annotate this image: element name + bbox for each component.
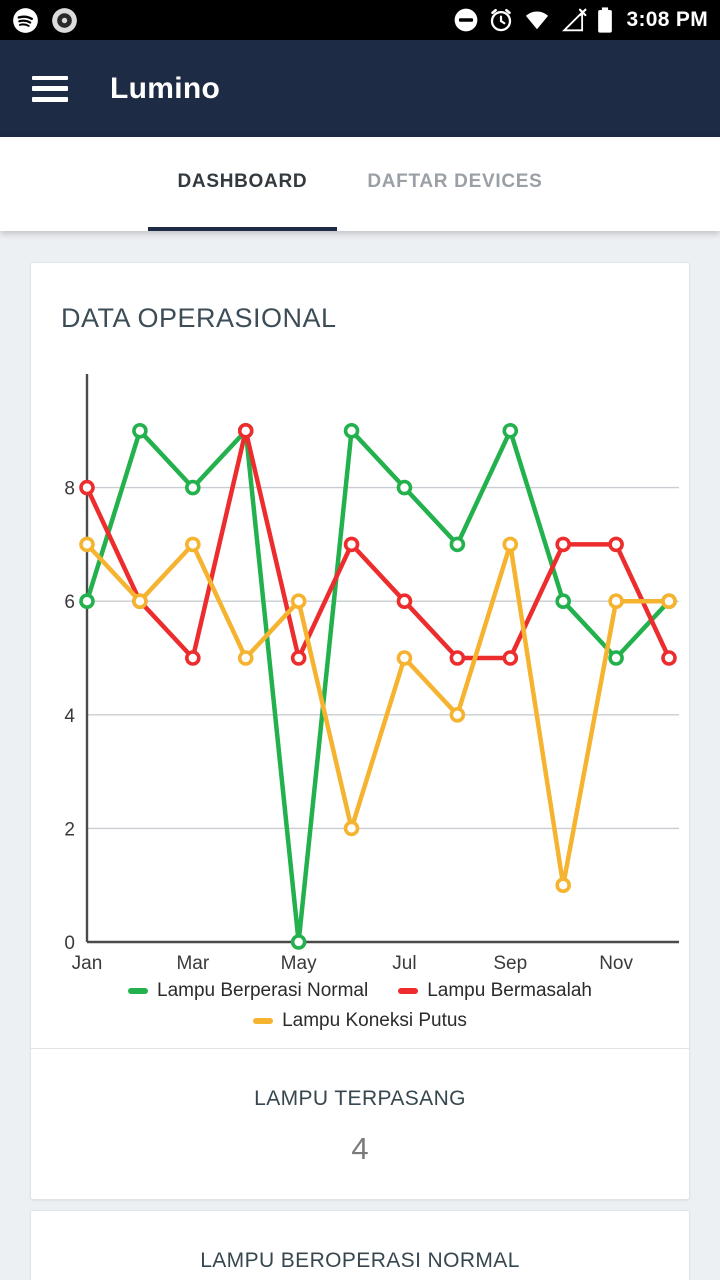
chart-point	[608, 536, 624, 553]
legend-label: Lampu Berperasi Normal	[157, 980, 369, 1001]
chart-point	[661, 650, 677, 666]
app-bar: Lumino	[0, 40, 720, 137]
legend-marker	[128, 988, 149, 994]
x-tick-label: May	[281, 953, 317, 974]
chart-point	[185, 536, 201, 553]
stat-lampu-terpasang: LAMPU TERPASANG 4	[31, 1048, 689, 1199]
cellular-no-signal-icon	[561, 8, 586, 32]
card-title: DATA OPERASIONAL	[61, 303, 337, 333]
y-tick-label: 2	[64, 819, 75, 840]
chart-container: 0 2 4 6 8 Jan Mar May Jul Sep Nov	[31, 338, 689, 978]
chart-point	[502, 536, 519, 553]
legend-label: Lampu Koneksi Putus	[282, 1010, 467, 1031]
spotify-icon	[13, 7, 38, 33]
stat-label: LAMPU BEROPERASI NORMAL	[200, 1249, 520, 1272]
x-tick-label: Sep	[493, 953, 527, 974]
chart-point	[343, 820, 360, 837]
chart-line	[84, 428, 672, 661]
y-tick-label: 4	[64, 706, 75, 727]
legend-item: Lampu Koneksi Putus	[253, 1010, 467, 1032]
y-tick-label: 0	[64, 933, 75, 954]
stat-label: LAMPU TERPASANG	[254, 1087, 466, 1110]
chart-point	[132, 593, 148, 609]
chart-point	[237, 650, 254, 666]
hamburger-menu-icon[interactable]	[32, 75, 68, 102]
status-bar: 3:08 PM	[0, 0, 720, 40]
chart-point	[290, 650, 307, 666]
legend-row: Lampu Berperasi Normal Lampu Bermasalah	[31, 980, 689, 1002]
record-icon	[52, 7, 77, 33]
chart-point	[290, 934, 307, 950]
chart-line	[84, 542, 672, 888]
chart-line	[84, 428, 672, 945]
tab-dashboard[interactable]: DASHBOARD	[147, 137, 338, 231]
chart-point	[237, 423, 254, 439]
alarm-icon	[490, 8, 511, 32]
chart-point	[343, 536, 360, 553]
legend-row: Lampu Koneksi Putus	[31, 1010, 689, 1032]
legend-item: Lampu Berperasi Normal	[128, 980, 368, 1002]
chart-point	[185, 650, 201, 666]
chart-point	[502, 423, 519, 439]
y-tick-label: 6	[64, 592, 75, 613]
chart-point	[290, 593, 307, 609]
chart-legend: Lampu Berperasi Normal Lampu Bermasalah La…	[31, 978, 689, 1048]
x-tick-label: Jan	[72, 953, 103, 974]
tab-bar: DASHBOARD DAFTAR DEVICES	[0, 137, 720, 231]
chart-point	[449, 650, 466, 666]
chart-point	[185, 479, 201, 496]
y-tick-label: 8	[64, 479, 75, 500]
do-not-disturb-icon	[454, 8, 477, 32]
chart-point	[449, 706, 466, 723]
stat-value: 4	[351, 1131, 369, 1166]
legend-label: Lampu Bermasalah	[427, 980, 592, 1001]
chart-point	[555, 536, 571, 553]
chart-point	[396, 593, 413, 609]
chart-point	[661, 593, 677, 609]
x-tick-label: Nov	[599, 953, 633, 974]
battery-icon	[597, 7, 612, 33]
chart-point	[502, 650, 519, 666]
x-tick-label: Jul	[392, 953, 416, 974]
stat-lampu-beroperasi-normal-card: LAMPU BEROPERASI NORMAL 1	[30, 1210, 690, 1280]
chart-point	[79, 593, 95, 609]
chart-point	[555, 877, 571, 894]
chart-point	[608, 650, 624, 666]
content-area: DATA OPERASIONAL 0 2 4 6 8 Jan Mar May Jul Sep Nov…	[0, 231, 720, 1280]
tab-daftar-devices[interactable]: DAFTAR DEVICES	[367, 171, 543, 192]
chart-point	[396, 650, 413, 666]
status-time: 3:08 PM	[626, 8, 708, 31]
legend-marker	[253, 1018, 274, 1024]
wifi-icon	[525, 11, 548, 30]
chart-point	[343, 423, 360, 439]
x-tick-label: Mar	[176, 953, 209, 974]
chart-point	[79, 536, 95, 553]
legend-marker	[398, 988, 419, 994]
chart-point	[79, 479, 95, 496]
chart-point	[396, 479, 413, 496]
data-operasional-card: DATA OPERASIONAL 0 2 4 6 8 Jan Mar May Jul Sep Nov…	[30, 262, 690, 1200]
legend-item: Lampu Bermasalah	[398, 980, 592, 1002]
operational-line-chart: 0 2 4 6 8 Jan Mar May Jul Sep Nov	[64, 374, 679, 974]
chart-point	[132, 423, 148, 439]
chart-point	[449, 536, 466, 553]
chart-point	[608, 593, 624, 609]
chart-point	[555, 593, 571, 609]
app-title: Lumino	[110, 71, 221, 105]
